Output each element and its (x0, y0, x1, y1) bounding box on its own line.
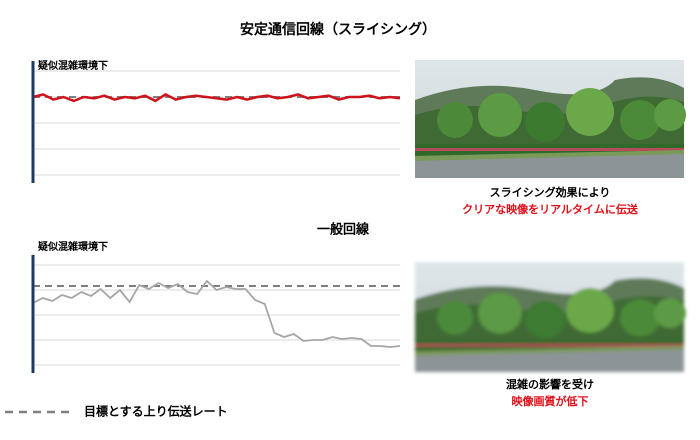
photo-sliced (415, 60, 686, 178)
photo-general (415, 262, 686, 372)
series-line (32, 92, 401, 103)
chart-subtitle: 疑似混雑環境下 (38, 59, 108, 72)
chart-subtitle: 疑似混雑環境下 (38, 240, 108, 253)
caption: 混雑の影響を受け (506, 377, 594, 391)
caption-highlight: 映像画質が低下 (512, 394, 589, 408)
caption-highlight: クリアな映像をリアルタイムに伝送 (462, 202, 638, 216)
caption: スライシング効果により (490, 185, 611, 199)
legend-label: 目標とする上り伝送レート (84, 404, 228, 419)
page-title: 安定通信回線（スライシング） (240, 21, 436, 38)
section-heading: 一般回線 (317, 222, 370, 238)
series-line (32, 279, 401, 348)
